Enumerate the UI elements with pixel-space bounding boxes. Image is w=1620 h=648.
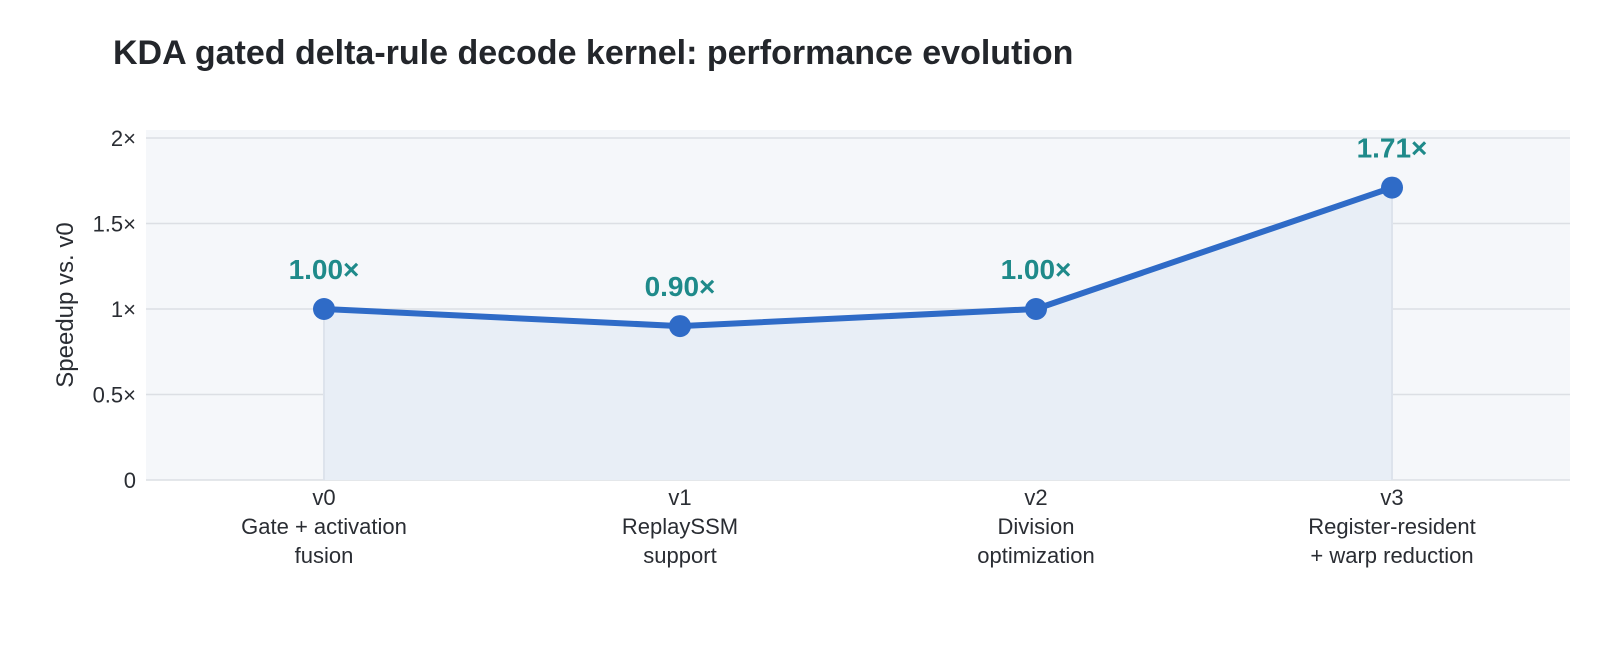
x-tick-description: Register-resident [1308,514,1476,539]
data-label: 0.90× [645,271,716,302]
area-fill [323,187,1393,480]
data-label: 1.71× [1357,133,1428,164]
x-tick-description: optimization [977,543,1094,568]
x-tick-description: + warp reduction [1310,543,1473,568]
y-tick-label: 1.5× [93,212,136,237]
x-tick-description: Gate + activation [241,514,407,539]
y-tick-label: 1× [111,297,136,322]
data-point [669,315,691,338]
x-tick-version: v1 [668,485,691,510]
x-tick-version: v2 [1024,485,1047,510]
x-tick-description: ReplaySSM [622,514,738,539]
y-tick-label: 2× [111,126,136,151]
chart-title: KDA gated delta-rule decode kernel: perf… [113,34,1073,72]
series-line [321,184,1395,330]
y-axis-ticks: 0 0.5× 1× 1.5× 2× [93,126,136,493]
data-point [1381,176,1403,199]
y-tick-label: 0.5× [93,383,136,408]
series-line-path [321,184,1395,330]
y-tick-label: 0 [124,468,136,493]
x-tick-version: v0 [312,485,335,510]
area-fill-shape [324,187,1392,480]
data-label: 1.00× [1001,254,1072,285]
x-tick-version: v3 [1380,485,1403,510]
x-tick-description: support [643,543,716,568]
data-label: 1.00× [289,254,360,285]
data-labels: 1.00× 0.90× 1.00× 1.71× [289,133,1428,303]
x-tick-description: Division [997,514,1074,539]
data-point [313,298,335,320]
x-tick-description: fusion [295,543,354,568]
data-points [313,176,1403,338]
x-axis-labels: v0 Gate + activation fusion v1 ReplaySSM supp… [241,485,1476,568]
data-point [1025,298,1047,320]
y-axis-label: Speedup vs. v0 [52,222,79,387]
